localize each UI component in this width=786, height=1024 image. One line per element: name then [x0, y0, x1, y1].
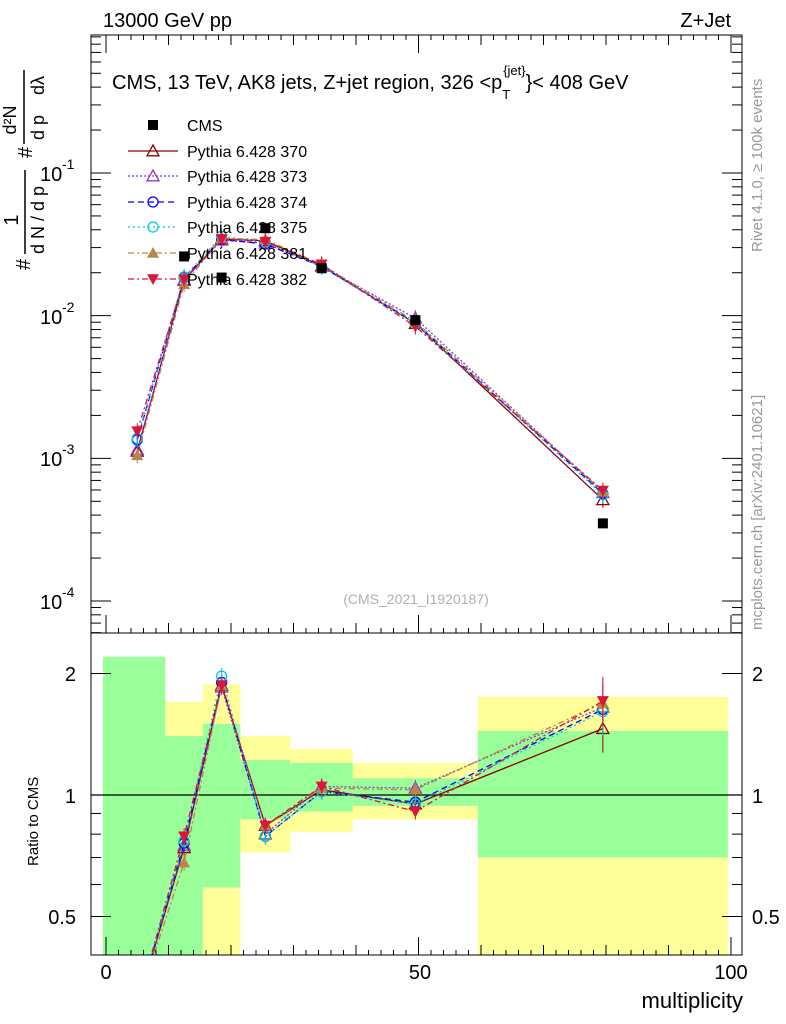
y-tick-exponent: -4 — [62, 584, 75, 600]
data-marker — [179, 251, 190, 262]
ratio-series-group — [150, 668, 610, 955]
mc-marker — [315, 781, 328, 793]
ratio-y-tick-label: 2 — [65, 664, 76, 686]
ratio-y-tick-label: 0.5 — [48, 907, 76, 929]
mc-marker — [145, 168, 161, 182]
y-tick-label: 10 — [40, 164, 62, 186]
svg-text:d N / d p: d N / d p — [28, 186, 48, 254]
mc-marker — [147, 221, 159, 233]
mc-marker — [215, 234, 228, 245]
y-tick-label: 10 — [40, 592, 62, 614]
legend-label: Pythia 6.428 382 — [187, 272, 307, 289]
x-tick-label: 100 — [714, 962, 747, 984]
svg-text:#: # — [13, 258, 35, 270]
legend-label: Pythia 6.428 374 — [187, 195, 307, 212]
legend: CMS Pythia 6.428 370 Pythia 6.428 373 Py… — [128, 118, 307, 289]
rivet-label: Rivet 4.1.0, ≥ 100k events — [749, 79, 766, 252]
x-axis-label: multiplicity — [642, 988, 743, 1013]
legend-label: Pythia 6.428 381 — [187, 246, 307, 263]
data-marker — [260, 223, 271, 234]
ratio-y-tick-label-right: 2 — [752, 664, 763, 686]
uncertainty-band-inner — [202, 723, 241, 888]
chart-title: CMS, 13 TeV, AK8 jets, Z+jet region, 326… — [112, 63, 629, 102]
legend-label: CMS — [187, 118, 223, 135]
mc-marker — [409, 783, 422, 795]
legend-label: Pythia 6.428 373 — [187, 169, 307, 186]
ratio-y-tick-label-right: 0.5 — [752, 907, 780, 929]
main-panel: 10 -4 10 -3 10 -2 10 -1 CMS, 13 TeV, AK8… — [0, 34, 743, 634]
data-marker — [410, 315, 421, 326]
ratio-y-axis-label: Ratio to CMS — [25, 777, 42, 866]
y-tick-exponent: -1 — [62, 156, 75, 172]
ratio-bands — [91, 656, 742, 955]
ratio-y-tick-label: 1 — [65, 786, 76, 808]
svg-text:1: 1 — [1, 214, 23, 225]
header-left: 13000 GeV pp — [103, 10, 232, 32]
mc-marker — [259, 820, 272, 832]
watermark: (CMS_2021_I1920187) — [343, 591, 489, 607]
ratio-y-tick-label-right: 1 — [752, 786, 763, 808]
mc-marker — [178, 831, 191, 843]
x-tick-label: 50 — [409, 962, 431, 984]
svg-text:#: # — [15, 146, 37, 158]
svg-text:d p: d p — [28, 115, 48, 140]
svg-text:d²N: d²N — [0, 105, 20, 134]
ratio-panel: 2 1 0.5 2 1 0.5 Ratio to CMS 0 50 100 mu… — [25, 632, 780, 1013]
data-marker — [216, 272, 227, 283]
data-marker — [148, 120, 158, 130]
svg-text:dλ: dλ — [28, 76, 48, 95]
y-tick-label: 10 — [40, 307, 62, 329]
mc-marker — [596, 696, 609, 707]
main-y-tick-labels: 10 -4 10 -3 10 -2 10 -1 — [40, 156, 75, 614]
mc-marker — [145, 143, 161, 157]
mc-marker — [409, 806, 422, 818]
uncertainty-band-inner — [102, 656, 166, 955]
main-y-axis-label: # 1 d N / d p # d²N d p dλ — [0, 70, 48, 270]
main-ticks — [91, 35, 742, 634]
ratio-plot-area — [150, 668, 610, 955]
mc-marker — [596, 485, 609, 497]
legend-label: Pythia 6.428 375 — [187, 220, 307, 237]
data-marker — [316, 263, 327, 274]
ratio-frame — [90, 632, 743, 956]
y-tick-exponent: -2 — [62, 299, 75, 315]
mc-marker — [178, 856, 191, 868]
mc-marker — [147, 247, 159, 258]
main-plot-area — [130, 223, 610, 529]
y-tick-label: 10 — [40, 449, 62, 471]
y-tick-exponent: -3 — [62, 441, 75, 457]
x-tick-label: 0 — [100, 962, 111, 984]
mc-marker — [131, 449, 144, 461]
legend-label: Pythia 6.428 370 — [187, 144, 307, 161]
legend-symbols — [128, 120, 178, 285]
mc-marker — [215, 680, 228, 692]
mc-marker — [259, 236, 272, 248]
mc-marker — [131, 426, 144, 438]
data-marker — [597, 518, 608, 529]
mc-marker — [147, 196, 159, 208]
mcplots-label: mcplots.cern.ch [arXiv:2401.10621] — [749, 395, 766, 630]
header-right: Z+Jet — [680, 10, 731, 32]
mc-marker — [178, 274, 191, 286]
mc-marker — [147, 274, 159, 285]
ratio-ticks — [91, 673, 742, 955]
